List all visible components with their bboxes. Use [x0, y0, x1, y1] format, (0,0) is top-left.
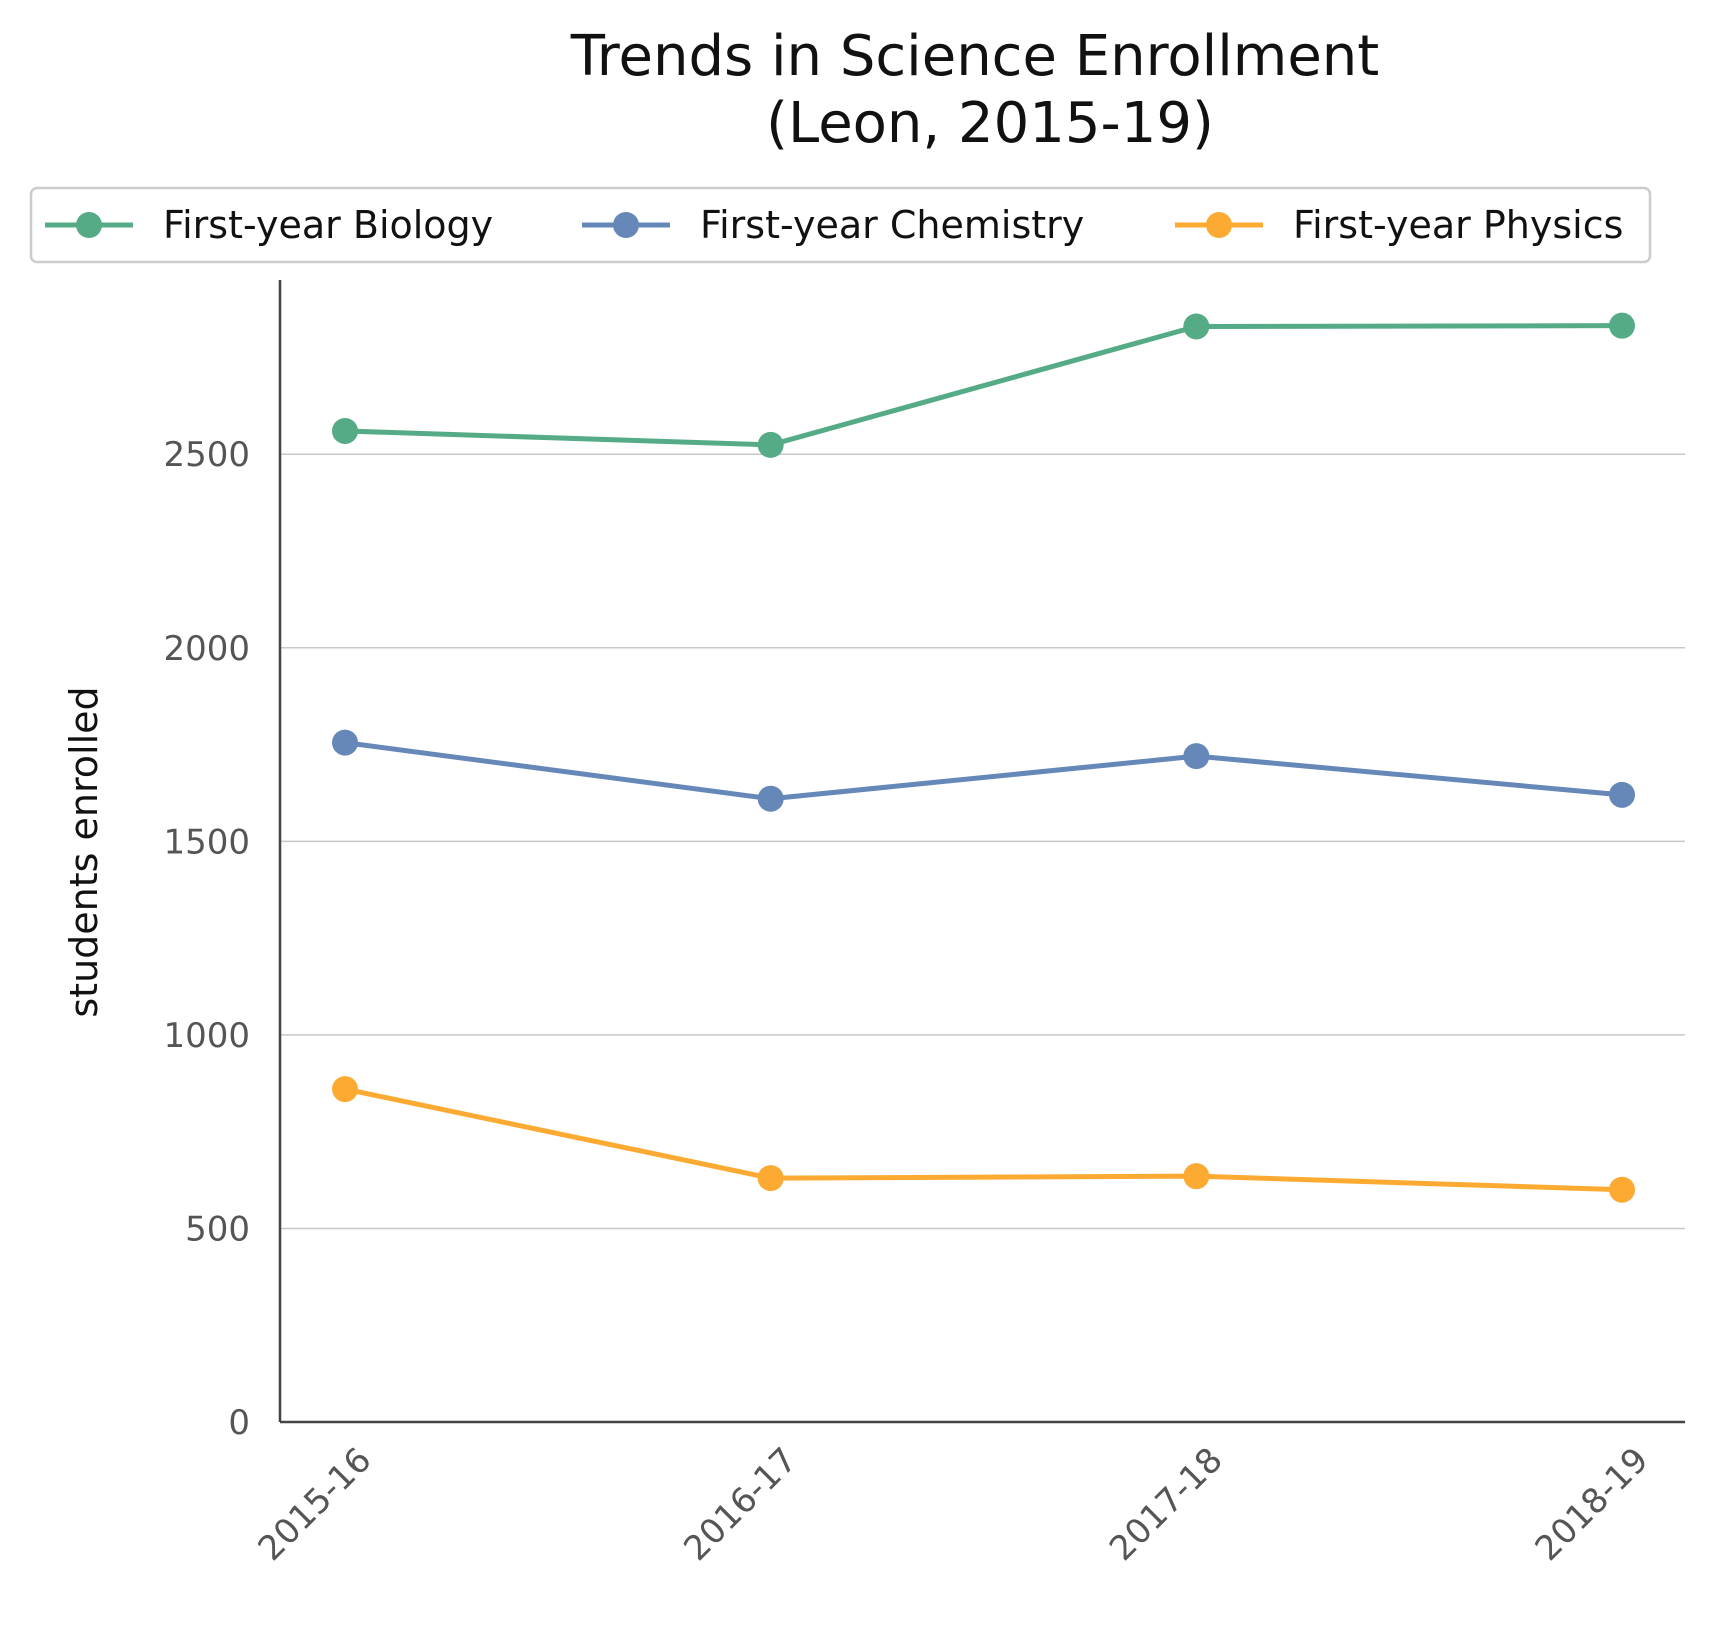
y-tick-label-0: 0: [228, 1403, 250, 1443]
legend-label-2: First-year Chemistry: [700, 203, 1084, 247]
series-line-2: [342, 740, 1625, 802]
data-point-3-2: [757, 1165, 784, 1192]
x-tick-labels: 2015-16 2016-17 2017-18 2018-19: [251, 1440, 1657, 1569]
y-tick-label-1000: 1000: [163, 1016, 250, 1056]
legend-swatch-marker-2: [613, 212, 639, 238]
data-point-2-1: [332, 729, 358, 756]
chart-title-line-1: Trends in Science Enrollment: [570, 24, 1379, 89]
y-tick-label-2000: 2000: [163, 629, 250, 669]
data-point-2-2: [757, 785, 784, 812]
series-line-3: [342, 1086, 1625, 1193]
legend-item-3: First-year Physics: [1175, 203, 1623, 247]
series: [332, 312, 1635, 1203]
legend-swatch-marker-3: [1206, 212, 1232, 238]
data-point-3-4: [1609, 1176, 1635, 1203]
x-tick-label-2018-19: 2018-19: [1528, 1440, 1657, 1569]
legend-frame: [29, 186, 1652, 264]
data-point-1-4: [1609, 312, 1635, 339]
data-point-1-2: [757, 431, 784, 458]
series-1: [332, 312, 1635, 458]
y-tick-label-1500: 1500: [163, 822, 250, 862]
legend: First-year Biology First-year Chemistry Fi…: [29, 186, 1652, 264]
x-tick-label-2016-17: 2016-17: [676, 1440, 805, 1569]
y-tick-label-500: 500: [185, 1209, 250, 1249]
data-point-1-3: [1183, 313, 1210, 340]
y-axis-label: students enrolled: [62, 686, 106, 1017]
legend-label-1: First-year Biology: [163, 203, 493, 247]
data-point-2-3: [1183, 743, 1210, 770]
series-2: [332, 729, 1635, 812]
legend-label-3: First-year Physics: [1293, 203, 1623, 247]
legend-swatch-marker-1: [76, 212, 102, 238]
x-tick-label-2017-18: 2017-18: [1102, 1440, 1231, 1569]
chart-title-line-2: (Leon, 2015-19): [766, 91, 1214, 156]
grid: [280, 453, 1685, 1230]
series-3: [332, 1076, 1635, 1203]
data-point-1-1: [332, 417, 358, 444]
data-point-3-1: [332, 1076, 358, 1103]
series-line-1: [342, 323, 1625, 448]
legend-item-1: First-year Biology: [45, 203, 493, 247]
y-tick-labels: 0 500 1000 1500 2000 2500: [163, 435, 250, 1443]
x-tick-label-2015-16: 2015-16: [251, 1440, 380, 1569]
legend-item-2: First-year Chemistry: [582, 203, 1084, 247]
data-point-3-3: [1183, 1163, 1210, 1190]
y-tick-label-2500: 2500: [163, 435, 250, 475]
data-point-2-4: [1609, 781, 1635, 808]
